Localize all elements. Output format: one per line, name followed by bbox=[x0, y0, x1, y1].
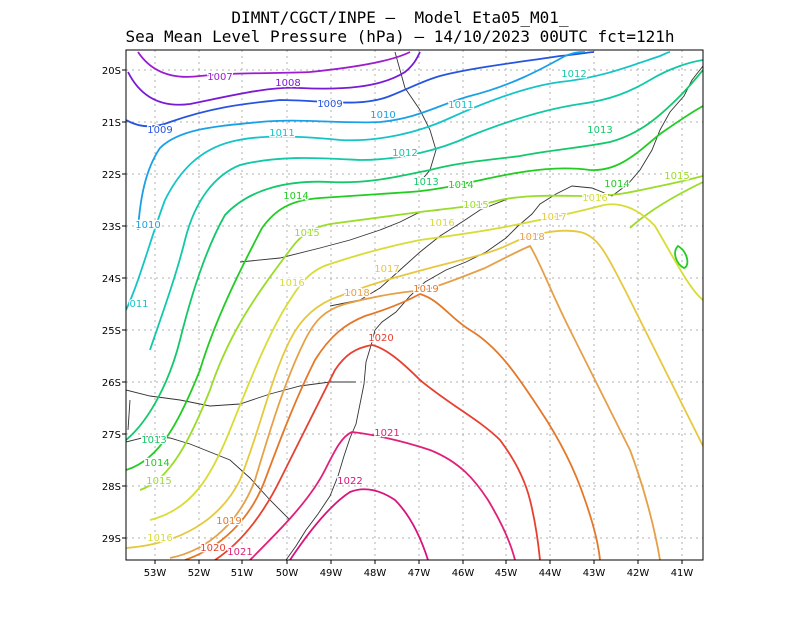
lat-tick-label: 23S bbox=[102, 222, 121, 233]
lon-tick-label: 41W bbox=[671, 568, 694, 579]
lat-tick-label: 24S bbox=[102, 274, 121, 285]
isobar-label-1020: 1020 bbox=[200, 543, 225, 554]
lon-tick-label: 49W bbox=[320, 568, 343, 579]
isobar-1015 bbox=[139, 175, 703, 491]
lat-tick-label: 22S bbox=[102, 170, 121, 181]
lon-tick-label: 48W bbox=[364, 568, 387, 579]
plot-frame bbox=[125, 49, 704, 561]
isobar-1016 bbox=[149, 203, 703, 521]
isobar-label-1020: 1020 bbox=[368, 333, 393, 344]
isobar-1020 bbox=[214, 344, 541, 560]
isobar-label-1018: 1018 bbox=[519, 232, 544, 243]
isobar-label-1016: 1016 bbox=[147, 533, 172, 544]
grid bbox=[126, 50, 703, 560]
state-border bbox=[329, 197, 511, 307]
state-border bbox=[126, 435, 291, 521]
isobar-label-1022: 1022 bbox=[337, 476, 362, 487]
state-border bbox=[127, 399, 131, 431]
lat-tick-label: 28S bbox=[102, 482, 121, 493]
chart-title-line-2: Sea Mean Level Pressure (hPa) — 14/10/20… bbox=[125, 27, 675, 46]
isobar-label-1013: 1013 bbox=[413, 177, 438, 188]
isobar-label-1021: 1021 bbox=[227, 547, 252, 558]
isobar-label-1011: 1011 bbox=[448, 100, 473, 111]
isobar-label-1013: 1013 bbox=[141, 435, 166, 446]
isobar-label-1010: 1010 bbox=[370, 110, 395, 121]
lat-tick-label: 26S bbox=[102, 378, 121, 389]
latitude-axis: 20S 21S 22S 23S 24S 25S 26S 27S 28S 29S bbox=[102, 66, 126, 545]
isobar-label-1014: 1014 bbox=[283, 191, 308, 202]
isobar-label-1014: 1014 bbox=[448, 180, 473, 191]
isobar-label-1017: 1017 bbox=[374, 264, 399, 275]
longitude-axis: 53W 52W 51W 50W 49W 48W 47W 46W 45W 44W 43W 42W 41W bbox=[144, 560, 694, 579]
isobar-label-1009: 1009 bbox=[317, 99, 342, 110]
isobar-1012 bbox=[149, 59, 703, 351]
chart-title-line-1: DIMNT/CGCT/INPE — Model Eta05_M01_ bbox=[231, 8, 569, 27]
lat-tick-label: 27S bbox=[102, 430, 121, 441]
isobar-1013 bbox=[126, 69, 703, 441]
lon-tick-label: 47W bbox=[408, 568, 431, 579]
lat-tick-label: 25S bbox=[102, 326, 121, 337]
isobar-1017 bbox=[126, 229, 703, 549]
isobar-1014 bbox=[126, 105, 703, 471]
isobar-label-1016: 1016 bbox=[429, 218, 454, 229]
isobar-label-1015: 1015 bbox=[146, 476, 171, 487]
coastline bbox=[374, 65, 703, 331]
isobar-label-1015: 1015 bbox=[463, 200, 488, 211]
isobar-1019 bbox=[184, 293, 601, 560]
isobar-label-1015: 1015 bbox=[664, 171, 689, 182]
isobar-1009 bbox=[126, 51, 595, 128]
isobar-label-1017: 1017 bbox=[541, 212, 566, 223]
contour-labels: 1007 1008 1009 1009 1010 1010 1011 1011 011 1012 1… bbox=[128, 68, 691, 560]
isobar-label-1008: 1008 bbox=[275, 78, 300, 89]
isobar-label-1019: 1019 bbox=[216, 516, 241, 527]
isobar-label-1011: 011 bbox=[129, 299, 148, 310]
isobar-label-1009: 1009 bbox=[147, 125, 172, 136]
isobar-1014b bbox=[674, 244, 689, 269]
isobar-label-1013: 1013 bbox=[587, 125, 612, 136]
lon-tick-label: 45W bbox=[495, 568, 518, 579]
isobar-label-1015: 1015 bbox=[294, 228, 319, 239]
isobar-1018 bbox=[169, 244, 661, 560]
isobar-label-1014: 1014 bbox=[144, 458, 169, 469]
isobar-label-1014: 1014 bbox=[604, 179, 629, 190]
isobar-1011 bbox=[126, 51, 671, 311]
coastline bbox=[285, 329, 376, 560]
isobar-1010 bbox=[137, 51, 586, 231]
isobars bbox=[126, 51, 703, 560]
isobar-label-1021: 1021 bbox=[374, 428, 399, 439]
isobar-label-1019: 1019 bbox=[413, 284, 438, 295]
lon-tick-label: 53W bbox=[144, 568, 167, 579]
coastline-and-borders bbox=[126, 51, 703, 560]
lon-tick-label: 50W bbox=[276, 568, 299, 579]
lon-tick-label: 42W bbox=[627, 568, 650, 579]
isobar-1022 bbox=[289, 488, 429, 560]
lat-tick-label: 20S bbox=[102, 66, 121, 77]
isobar-label-1011: 1011 bbox=[269, 128, 294, 139]
isobar-label-1012: 1012 bbox=[392, 148, 417, 159]
lon-tick-label: 43W bbox=[583, 568, 606, 579]
state-border bbox=[239, 209, 441, 263]
isobar-1021 bbox=[249, 431, 516, 560]
isobar-label-1016: 1016 bbox=[279, 278, 304, 289]
lat-tick-label: 21S bbox=[102, 118, 121, 129]
isobar-1015b bbox=[629, 181, 703, 229]
lon-tick-label: 44W bbox=[539, 568, 562, 579]
isobar-label-1016: 1016 bbox=[582, 193, 607, 204]
isobar-1007 bbox=[137, 51, 411, 78]
lon-tick-label: 52W bbox=[188, 568, 211, 579]
lat-tick-label: 29S bbox=[102, 534, 121, 545]
isobar-label-1012: 1012 bbox=[561, 69, 586, 80]
lon-tick-label: 46W bbox=[452, 568, 475, 579]
isobar-label-1010: 1010 bbox=[135, 220, 160, 231]
lon-tick-label: 51W bbox=[231, 568, 254, 579]
isobar-label-1018: 1018 bbox=[344, 288, 369, 299]
state-border bbox=[394, 51, 437, 183]
isobar-1008 bbox=[127, 51, 421, 106]
isobar-label-1007: 1007 bbox=[207, 72, 232, 83]
